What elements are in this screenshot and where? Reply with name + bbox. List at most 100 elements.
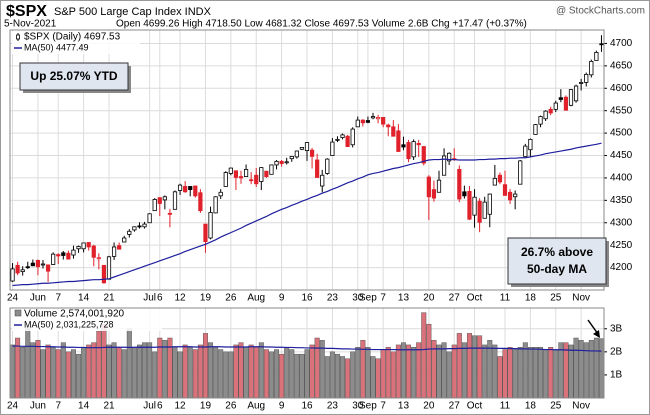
candle-body	[254, 174, 259, 185]
volume-bar	[20, 347, 26, 399]
candle-body	[279, 160, 284, 164]
volume-bar	[223, 351, 229, 399]
plot-border	[9, 307, 605, 399]
candle-body	[223, 172, 228, 187]
legend-label: $SPX (Daily) 4697.53	[24, 32, 121, 43]
volume-bar	[472, 335, 478, 399]
candle-body	[25, 266, 30, 269]
candle-body	[507, 191, 513, 201]
x-tick-label: 19	[200, 293, 212, 304]
candle-body	[441, 155, 447, 176]
y-tick-label: 4600	[610, 83, 633, 94]
volume-bar	[436, 344, 442, 399]
y-tick-label: 4300	[610, 217, 633, 228]
candle-body	[122, 237, 127, 243]
x-tick-label: 12	[175, 293, 187, 304]
candle-body	[259, 167, 264, 182]
x-tick-label: 13	[398, 293, 410, 304]
candle-body	[335, 138, 340, 141]
candle-body	[355, 119, 360, 128]
legend-label: MA(50) 4477.49	[24, 42, 89, 52]
candle-body	[30, 262, 35, 267]
x-tick-label: 27	[449, 401, 461, 412]
volume-bar	[284, 347, 290, 399]
volume-bar	[461, 342, 467, 399]
y-tick-label: 3B	[610, 323, 623, 334]
candle-body	[365, 120, 371, 123]
overlay: Up 25.07% YTD 26.7% above 50-day MA	[19, 62, 609, 338]
y-tick-label: 4500	[610, 128, 633, 139]
x-tick-label: 21	[103, 293, 115, 304]
volume-bar	[400, 342, 406, 399]
x-tick-label: 26	[225, 401, 237, 412]
candle-body	[548, 108, 553, 114]
x-tick-label: 12	[175, 401, 187, 412]
volume-bar	[136, 344, 142, 399]
volume-bar	[568, 344, 574, 399]
volume-bar	[248, 344, 254, 399]
volume-bar	[522, 342, 528, 399]
x-tick-label: 30	[352, 293, 364, 304]
x-tick-label: 23	[327, 293, 339, 304]
volume-bar	[487, 340, 493, 399]
candle-body	[86, 242, 91, 248]
x-tick-label: 26	[225, 293, 237, 304]
candle-body	[381, 117, 386, 125]
volume-bar	[81, 347, 87, 399]
candle-body	[325, 158, 330, 174]
x-tick-label: 11	[500, 293, 511, 304]
candle-body	[10, 268, 15, 282]
x-tick-label: 20	[423, 401, 435, 412]
y-tick-label: 1B	[610, 370, 623, 381]
x-tick-label: 16	[301, 293, 313, 304]
candle-body	[487, 193, 492, 215]
y-tick-label: 4650	[610, 61, 633, 72]
candle-body	[309, 149, 315, 157]
candle-body	[573, 85, 579, 102]
symbol-name: S&P 500 Large Cap Index INDX	[54, 6, 212, 18]
y-tick-label: 4450	[610, 150, 633, 161]
y-tick-label: 4400	[610, 173, 633, 184]
candle-body	[304, 142, 310, 151]
volume-bar	[202, 333, 208, 399]
x-tick-label: 13	[398, 401, 410, 412]
volume-bar	[30, 342, 36, 399]
source: @ StockCharts.com	[556, 6, 645, 17]
candle-body	[127, 230, 132, 235]
volume-bar	[370, 356, 376, 399]
volume-bar	[532, 347, 538, 399]
volume-bar	[106, 344, 112, 399]
y-tick-label: 4350	[610, 195, 633, 206]
x-tick-label: Sep	[359, 293, 377, 304]
candle-body	[228, 167, 233, 174]
candle-body	[147, 213, 152, 224]
candle-body	[568, 89, 574, 106]
volume-bar	[253, 347, 259, 399]
volume-bar	[553, 349, 559, 399]
volume-bar	[314, 337, 320, 399]
candle-body	[152, 199, 157, 212]
x-tick-label: 19	[200, 401, 212, 412]
candle-body	[76, 246, 81, 250]
volume-bar	[101, 323, 107, 399]
candle-body	[345, 135, 350, 147]
volume-bar	[121, 349, 127, 399]
volume-bar	[299, 353, 305, 399]
x-tick-label: 25	[550, 401, 562, 412]
candle-body	[91, 245, 96, 258]
candle-body	[411, 141, 416, 158]
volume-bar	[142, 342, 148, 399]
volume-bar	[172, 347, 178, 399]
volume-bar	[426, 323, 432, 399]
y-tick-label: 4550	[610, 105, 633, 116]
volume-bar	[593, 337, 599, 399]
candle-body	[269, 164, 274, 175]
volume-bar	[192, 349, 198, 399]
volume-bar	[527, 347, 533, 399]
volume-bar	[258, 342, 264, 399]
candle-body	[289, 156, 294, 160]
candle-body	[233, 170, 239, 178]
volume-bar	[228, 351, 234, 399]
symbol: $SPX	[6, 3, 47, 20]
annotation-box	[507, 237, 607, 285]
